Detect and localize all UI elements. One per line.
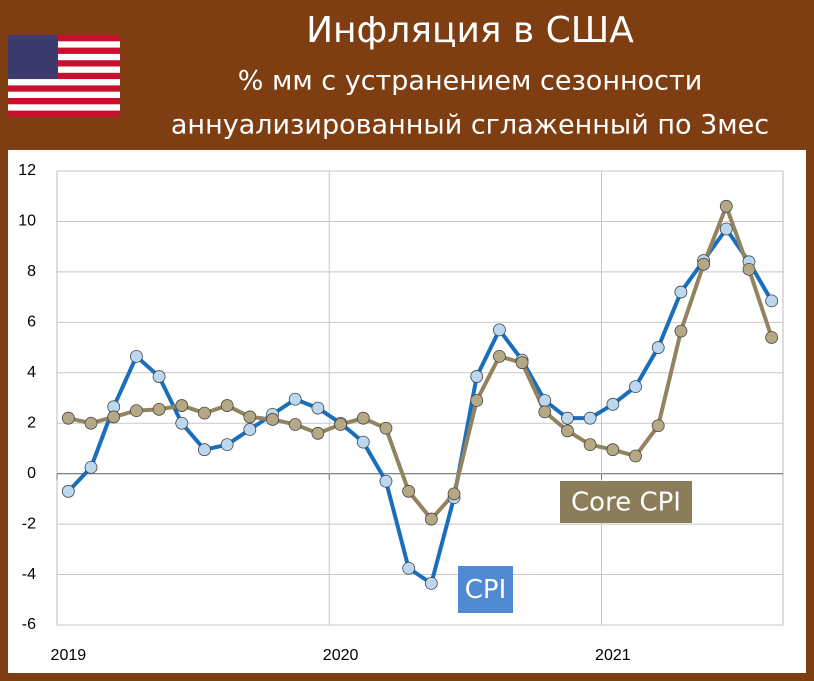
data-point (470, 394, 484, 407)
data-point (220, 399, 234, 412)
x-tick-label: 2020 (323, 647, 359, 664)
data-point (130, 349, 143, 363)
data-point (447, 487, 461, 501)
data-point (311, 426, 325, 440)
data-point (493, 349, 506, 363)
y-tick-label: 8 (27, 263, 36, 280)
data-point (765, 294, 779, 308)
y-tick-label: 0 (27, 465, 36, 482)
data-point (583, 411, 597, 425)
data-point (266, 413, 279, 426)
data-point (379, 474, 393, 488)
data-point (198, 406, 211, 420)
data-point (243, 410, 257, 424)
y-tick-label: -6 (22, 616, 36, 633)
y-tick-label: 10 (18, 213, 36, 230)
plot: -6 -4 -2 0 2 4 6 8 10 12 2019 2020 2021 CPI Core CPI (18, 162, 783, 664)
data-point (356, 435, 370, 449)
data-point (765, 331, 779, 344)
data-point (470, 370, 484, 383)
data-point (651, 419, 665, 433)
data-point (288, 418, 302, 431)
data-point (424, 576, 438, 590)
legend-box (458, 566, 513, 613)
y-tick-label: 12 (18, 162, 36, 179)
data-point (84, 416, 98, 430)
us-flag (8, 35, 120, 117)
legend-box (560, 481, 692, 523)
data-point (651, 341, 665, 354)
data-point (243, 423, 257, 436)
legend-item: CPI (458, 566, 513, 613)
data-point (493, 323, 506, 337)
data-point (198, 443, 211, 457)
data-point (697, 257, 710, 271)
chart-subtitle: % мм с устранением сезонности (238, 66, 703, 97)
data-point (538, 405, 552, 419)
data-point (61, 411, 75, 425)
y-tick-label: 6 (27, 314, 36, 331)
data-point (356, 411, 370, 425)
y-tick-label: -4 (22, 566, 36, 583)
data-point (334, 418, 347, 431)
data-point (424, 512, 438, 526)
data-point (674, 324, 688, 338)
data-point (379, 421, 393, 435)
data-point (107, 410, 121, 424)
y-tick-label: 4 (27, 364, 36, 381)
data-point (152, 402, 166, 416)
data-point (674, 285, 688, 299)
data-point (629, 380, 642, 394)
data-point (402, 561, 416, 575)
data-point (402, 484, 416, 498)
data-point (561, 411, 574, 425)
chart-title: Инфляция в США (306, 10, 634, 51)
data-point (606, 443, 620, 457)
data-point (583, 438, 597, 452)
x-tick-label: 2021 (595, 647, 631, 664)
data-point (719, 222, 733, 236)
data-point (311, 401, 325, 415)
chart-subtitle: аннуализированный сглаженный по 3мес (171, 110, 769, 141)
data-point (130, 404, 143, 418)
data-point (629, 449, 642, 463)
data-point (220, 438, 234, 452)
data-point (61, 484, 75, 498)
legend-item: Core CPI (560, 481, 692, 523)
data-point (84, 460, 98, 474)
x-tick-label: 2019 (51, 647, 87, 664)
data-point (606, 397, 620, 411)
data-point (152, 370, 166, 383)
data-point (561, 424, 574, 438)
data-point (538, 394, 552, 407)
y-tick-label: -2 (22, 515, 36, 532)
data-point (742, 262, 756, 276)
data-point (175, 399, 189, 412)
data-point (175, 416, 189, 430)
y-tick-label: 2 (27, 414, 36, 431)
data-point (719, 199, 733, 213)
data-point (288, 392, 302, 406)
legend-label: Core CPI (571, 488, 681, 518)
data-point (515, 356, 529, 370)
legend-label: CPI (465, 575, 507, 605)
